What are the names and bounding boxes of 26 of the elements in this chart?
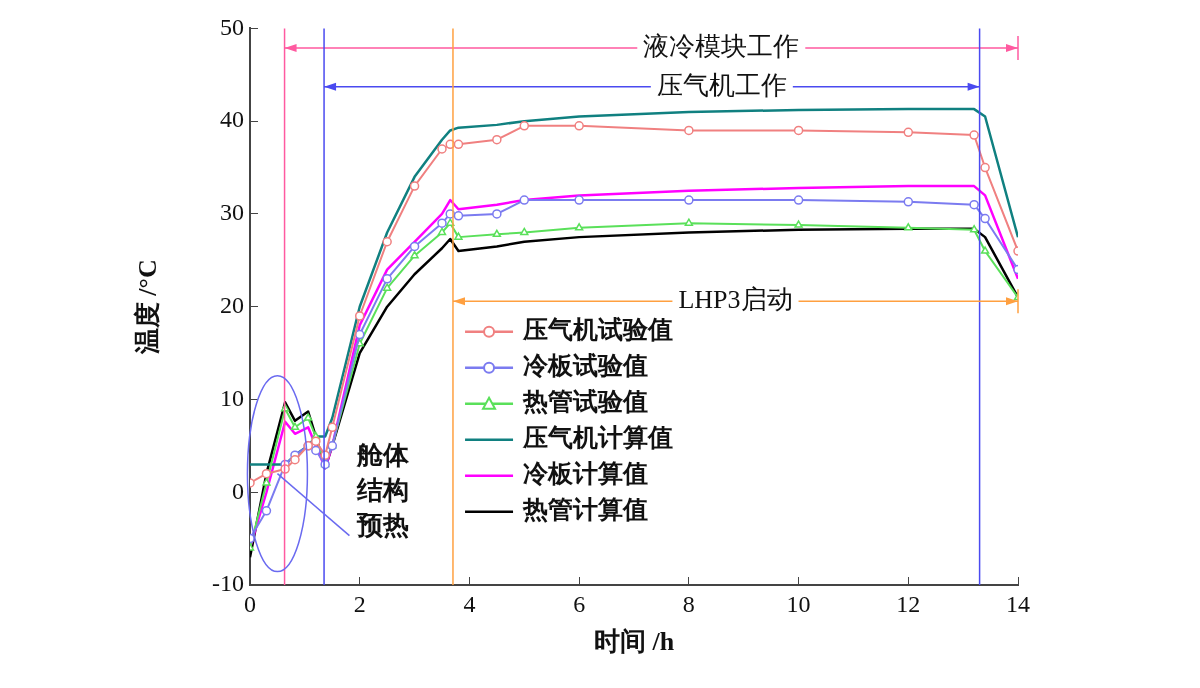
legend-label: 冷板试验值 [523,352,649,380]
y-tick-label: 50 [220,13,244,40]
y-tick-label: 0 [232,477,244,504]
x-tick-label: 12 [896,590,921,617]
x-tick-label: 4 [463,590,476,617]
x-tick-label: 6 [573,590,586,617]
y-tick-label: -10 [212,570,244,597]
x-tick-label: 10 [786,590,811,617]
legend-label: 热管试验值 [522,388,649,416]
x-tick-label: 8 [682,590,695,617]
ref-line-label: 压气机工作 [656,70,787,100]
legend-label: 冷板计算值 [523,460,649,488]
ref-line-label: 液冷模块工作 [643,31,800,61]
x-tick-label: 2 [353,590,366,617]
legend-label: 压气机计算值 [522,424,674,452]
ref-line-label: LHP3启动 [678,284,793,314]
x-axis-title: 时间 /h [593,627,675,657]
y-tick-label: 10 [220,384,244,411]
legend-label: 压气机试验值 [522,316,674,344]
y-axis-title: 温度 /°C [133,259,163,356]
legend-label: 热管计算值 [522,496,649,524]
annotation: 舱体结构预热 [356,441,411,541]
x-tick-label: 14 [1006,590,1030,617]
y-tick-label: 30 [220,199,244,226]
y-tick-label: 20 [220,292,244,318]
y-tick-label: 40 [220,106,244,133]
